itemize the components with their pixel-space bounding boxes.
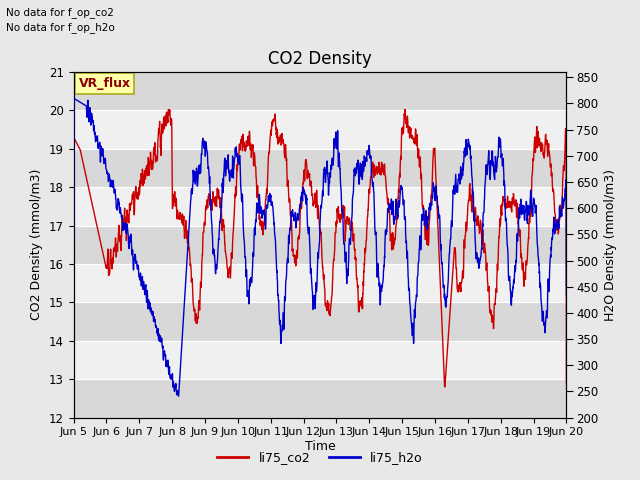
Bar: [74, 187, 566, 226]
Bar: [74, 226, 566, 264]
Bar: [74, 341, 566, 379]
Text: No data for f_op_co2: No data for f_op_co2: [6, 7, 115, 18]
Title: CO2 Density: CO2 Density: [268, 49, 372, 68]
Bar: [74, 72, 566, 110]
Bar: [74, 149, 566, 187]
Text: VR_flux: VR_flux: [79, 77, 131, 90]
X-axis label: Time: Time: [305, 440, 335, 453]
Y-axis label: H2O Density (mmol/m3): H2O Density (mmol/m3): [604, 169, 617, 321]
Bar: [74, 110, 566, 149]
Bar: [74, 264, 566, 302]
Legend: li75_co2, li75_h2o: li75_co2, li75_h2o: [212, 446, 428, 469]
Bar: [74, 379, 566, 418]
Bar: [74, 302, 566, 341]
Text: No data for f_op_h2o: No data for f_op_h2o: [6, 22, 115, 33]
Y-axis label: CO2 Density (mmol/m3): CO2 Density (mmol/m3): [30, 169, 44, 321]
